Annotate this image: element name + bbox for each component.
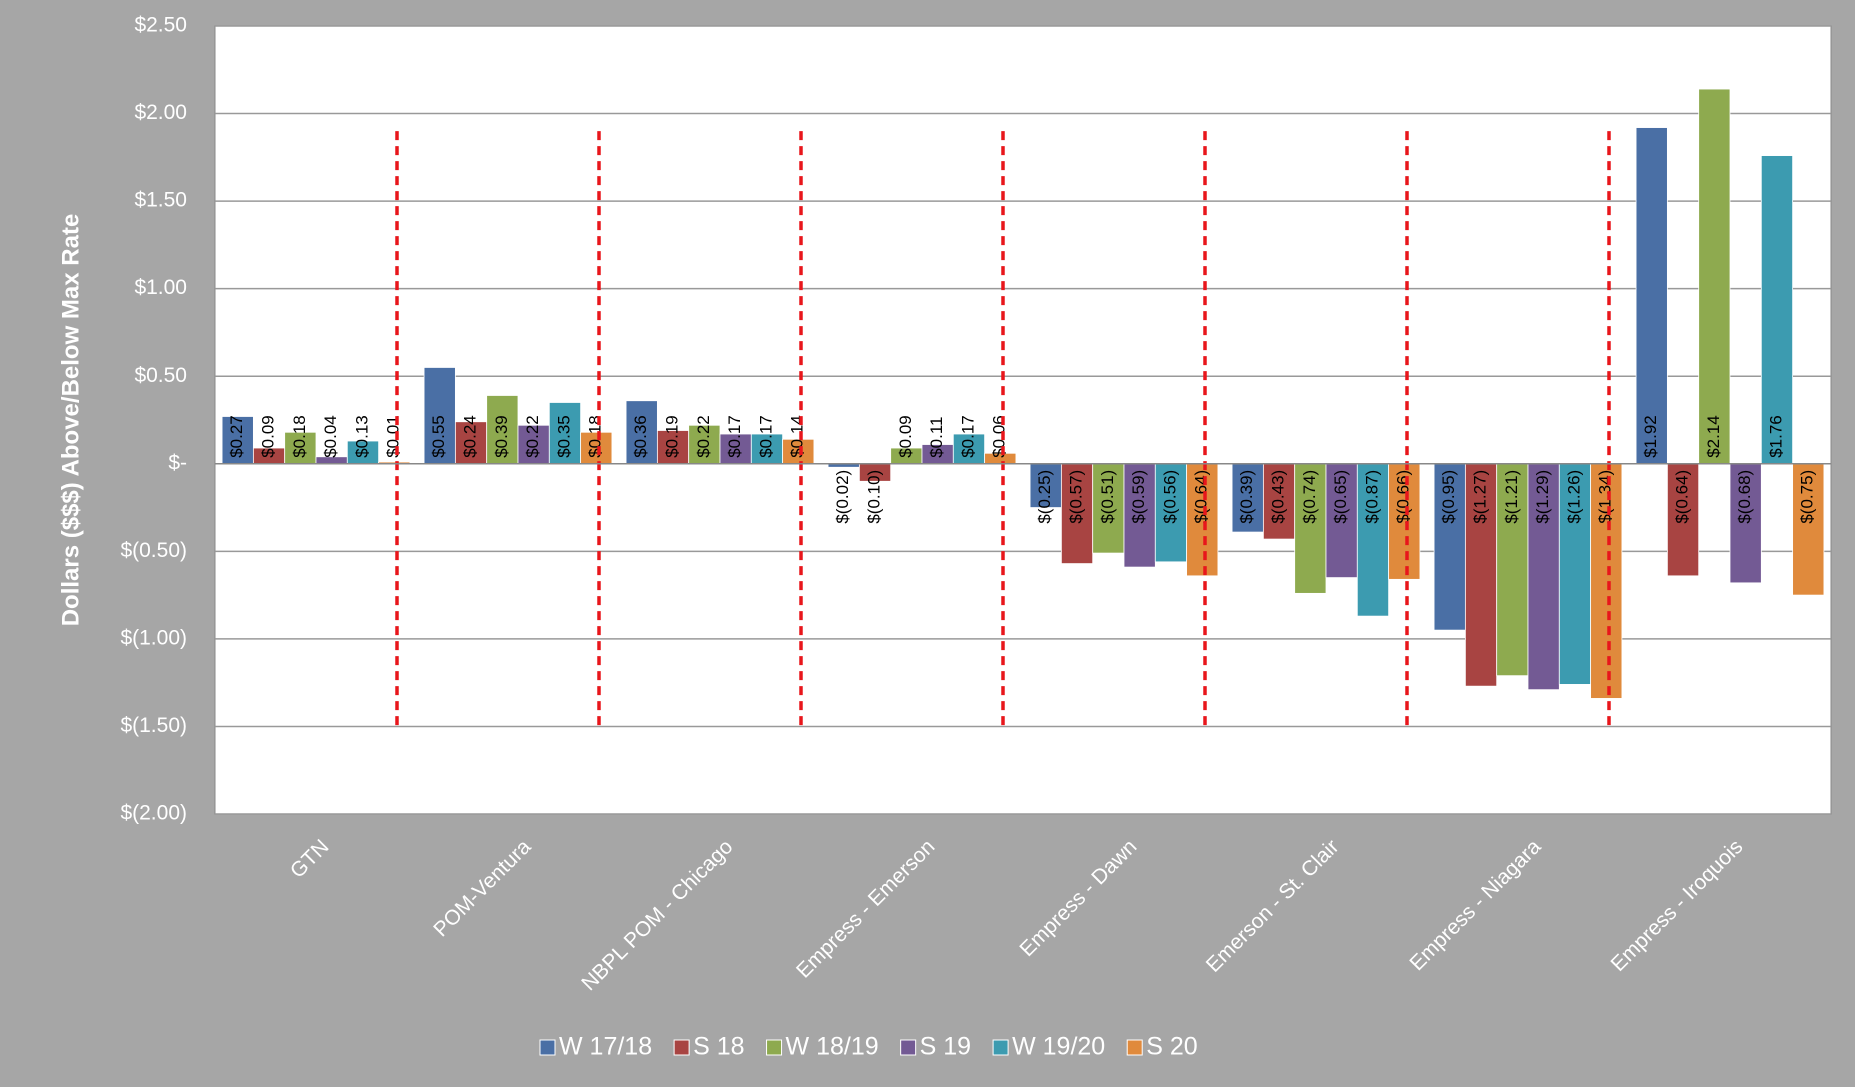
data-label: $(0.56) — [1160, 470, 1179, 524]
data-label: $1.92 — [1641, 415, 1660, 458]
bar — [1590, 463, 1623, 699]
data-label: $0.18 — [586, 415, 605, 458]
legend-label: W 17/18 — [559, 1033, 652, 1061]
legend-swatch — [673, 1039, 690, 1056]
bar — [625, 400, 658, 465]
data-label: $0.14 — [788, 415, 807, 458]
legend-label: S 19 — [920, 1033, 971, 1061]
data-label: $(1.34) — [1596, 470, 1615, 524]
bar — [1635, 127, 1668, 465]
data-label: $0.39 — [492, 415, 511, 458]
data-label: $(0.87) — [1362, 470, 1381, 524]
data-label: $(0.65) — [1331, 470, 1350, 524]
bar — [284, 431, 317, 465]
y-tick-label: $(1.50) — [120, 714, 187, 737]
legend-label: S 20 — [1146, 1033, 1197, 1061]
data-label: $(1.27) — [1471, 470, 1490, 524]
data-label: $0.04 — [321, 415, 340, 458]
bar — [1388, 463, 1421, 580]
legend-swatch — [992, 1039, 1009, 1056]
legend-swatch — [766, 1039, 783, 1056]
bar — [1760, 155, 1794, 465]
data-label: $(1.21) — [1502, 470, 1521, 524]
data-label: $(0.39) — [1237, 470, 1256, 524]
bar — [423, 367, 456, 465]
data-label: $(0.75) — [1798, 470, 1817, 524]
data-label: $0.09 — [259, 415, 278, 458]
data-label: $(0.64) — [1673, 470, 1692, 524]
data-label: $0.17 — [725, 415, 744, 458]
legend-swatch — [1126, 1039, 1143, 1056]
y-tick-label: $2.50 — [134, 14, 187, 37]
y-tick-label: $- — [168, 451, 187, 474]
bar — [1154, 463, 1188, 563]
data-label: $0.13 — [352, 415, 371, 458]
data-label: $(0.10) — [865, 470, 884, 524]
bar — [1356, 463, 1390, 617]
y-tick-label: $(1.00) — [120, 626, 187, 649]
data-label: $(1.29) — [1533, 470, 1552, 524]
data-label: $0.09 — [896, 415, 915, 458]
bar — [1729, 463, 1762, 584]
data-label: $(0.43) — [1269, 470, 1288, 524]
data-label: $0.17 — [756, 415, 775, 458]
bar — [750, 433, 784, 465]
data-label: $(0.66) — [1394, 470, 1413, 524]
bar — [1186, 463, 1219, 577]
bar — [517, 424, 550, 465]
data-label: $0.35 — [554, 415, 573, 458]
data-label: $0.19 — [663, 415, 682, 458]
data-label: $(0.95) — [1439, 470, 1458, 524]
data-label: $0.17 — [958, 415, 977, 458]
data-label: $2.14 — [1704, 415, 1723, 458]
bar — [1262, 463, 1296, 540]
data-label: $(0.25) — [1035, 470, 1054, 524]
legend-swatch — [539, 1039, 556, 1056]
bar — [1666, 463, 1700, 577]
data-label: $0.18 — [290, 415, 309, 458]
y-axis-label: Dollars ($$$) Above/Below Max Rate — [57, 214, 84, 627]
legend-label: W 18/19 — [786, 1033, 879, 1061]
bar — [656, 430, 690, 465]
data-label: $0.22 — [694, 415, 713, 458]
data-label: $(0.64) — [1192, 470, 1211, 524]
data-label: $(0.57) — [1067, 470, 1086, 524]
data-label: $0.06 — [990, 415, 1009, 458]
data-label: $(0.74) — [1300, 470, 1319, 524]
bar — [1698, 88, 1731, 465]
bar — [486, 395, 519, 465]
y-tick-label: $1.00 — [134, 276, 187, 299]
legend-label: S 18 — [693, 1033, 744, 1061]
data-label: $0.36 — [631, 415, 650, 458]
y-tick-label: $2.00 — [134, 101, 187, 124]
data-label: $(0.02) — [833, 470, 852, 524]
y-tick-label: $0.50 — [134, 364, 187, 387]
y-tick-label: $1.50 — [134, 189, 187, 212]
data-label: $0.01 — [384, 415, 403, 458]
data-label: $0.22 — [523, 415, 542, 458]
data-label: $0.55 — [429, 415, 448, 458]
bar — [548, 402, 582, 465]
data-label: $(0.51) — [1098, 470, 1117, 524]
y-tick-label: $(2.00) — [120, 802, 187, 825]
y-tick-label: $(0.50) — [120, 539, 187, 562]
bar — [1092, 463, 1125, 554]
bar — [952, 433, 986, 465]
legend-label: W 19/20 — [1012, 1033, 1105, 1061]
plot-area — [214, 25, 1832, 815]
data-label: $(0.59) — [1129, 470, 1148, 524]
data-label: $(1.26) — [1564, 470, 1583, 524]
legend-swatch — [900, 1039, 917, 1056]
data-label: $1.76 — [1766, 415, 1785, 458]
data-label: $0.11 — [927, 416, 946, 457]
data-label: $0.24 — [461, 415, 480, 458]
data-label: $0.27 — [227, 415, 246, 458]
bar — [580, 431, 613, 465]
data-label: $(0.68) — [1735, 470, 1754, 524]
